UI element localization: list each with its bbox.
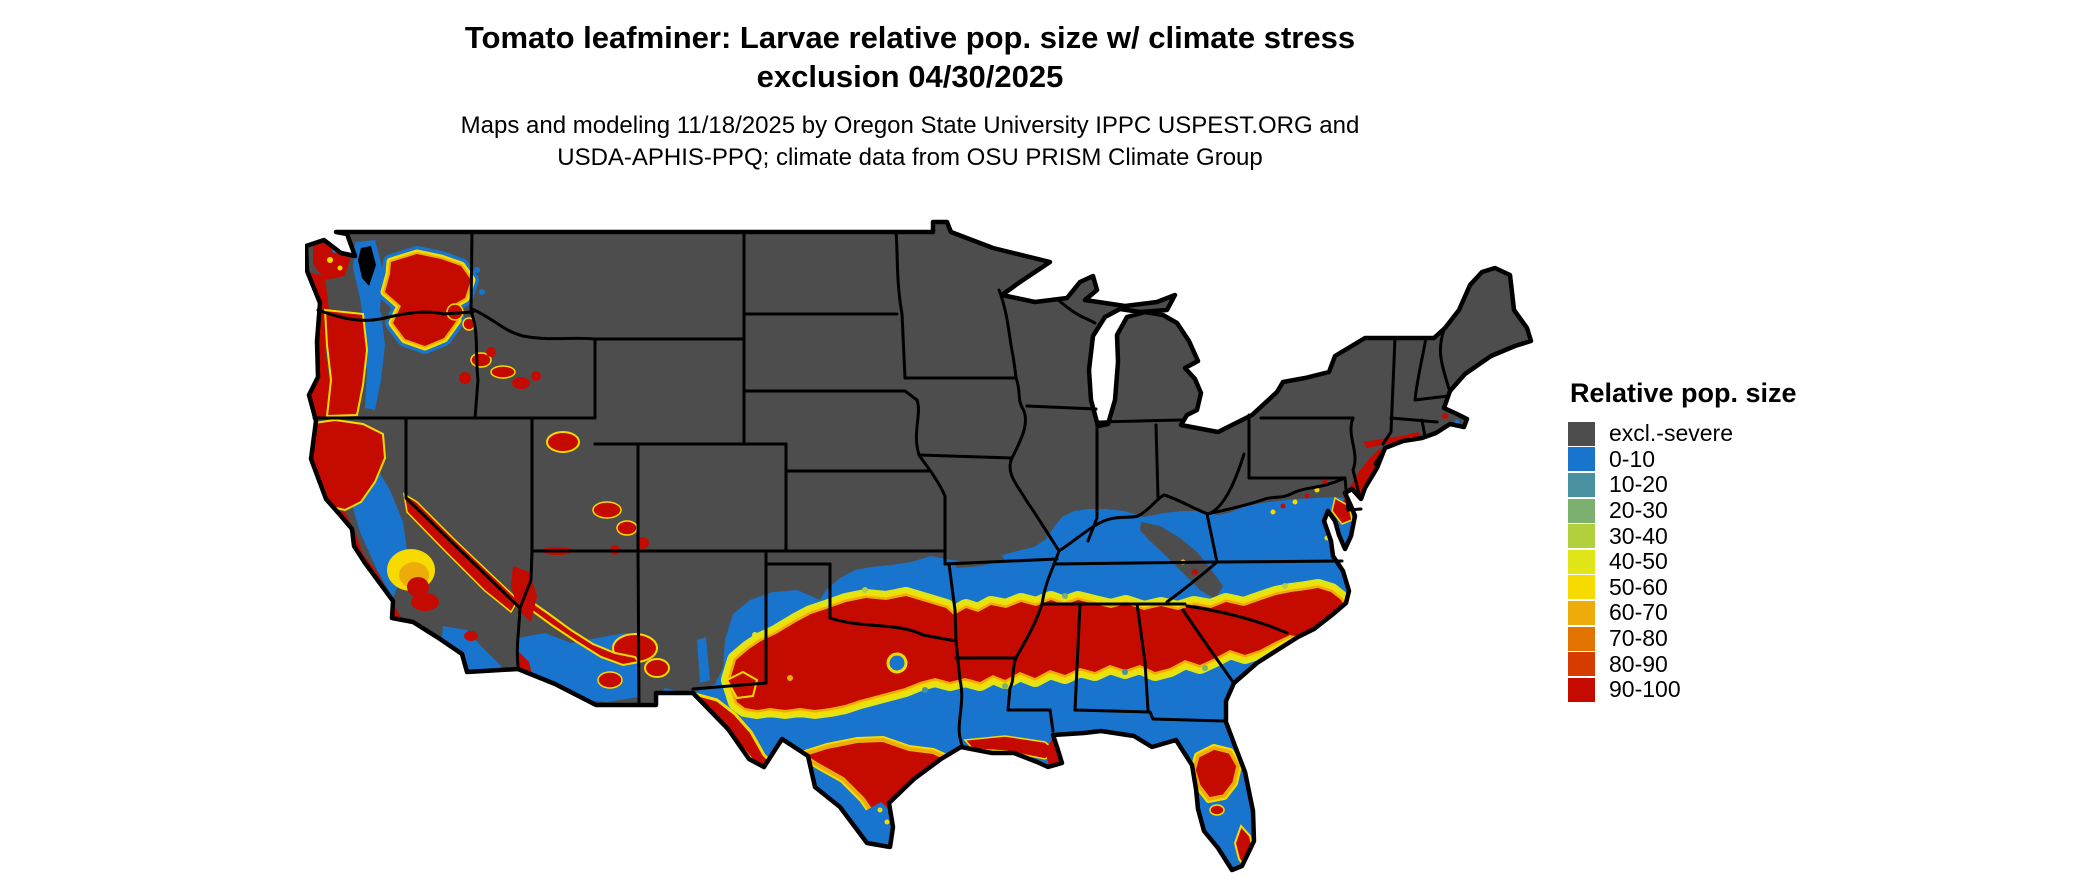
legend: Relative pop. size excl.-severe 0-10 10-20… <box>1568 378 1868 703</box>
legend-item: 30-40 <box>1568 523 1868 549</box>
legend-item: 50-60 <box>1568 573 1868 601</box>
map-container <box>305 210 1540 880</box>
legend-item-label: 80-90 <box>1609 650 1668 677</box>
legend-item-label: 50-60 <box>1609 573 1668 600</box>
legend-item-label: 0-10 <box>1609 445 1656 472</box>
legend-item-label: 60-70 <box>1609 599 1668 626</box>
florida-overlays <box>1190 744 1256 870</box>
state-borders <box>312 230 1451 747</box>
legend-swatch <box>1568 600 1595 625</box>
map-subtitle-line2: USDA-APHIS-PPQ; climate data from OSU PR… <box>557 144 1263 171</box>
legend-item: 90-100 <box>1568 676 1868 703</box>
map-subtitle: Maps and modeling 11/18/2025 by Oregon S… <box>280 110 1540 174</box>
title-block: Tomato leafminer: Larvae relative pop. s… <box>280 18 1540 174</box>
legend-item-label: 30-40 <box>1609 522 1668 549</box>
legend-swatch <box>1568 421 1595 446</box>
us-map <box>305 210 1540 880</box>
legend-swatch <box>1568 626 1595 651</box>
legend-item: excl.-severe <box>1568 420 1868 447</box>
legend-item: 20-30 <box>1568 497 1868 524</box>
legend-swatch <box>1568 677 1595 702</box>
map-title-line1: Tomato leafminer: Larvae relative pop. s… <box>464 20 1356 55</box>
legend-swatch <box>1568 472 1595 497</box>
legend-swatch <box>1568 498 1595 523</box>
legend-swatch <box>1568 549 1595 574</box>
legend-item-label: 20-30 <box>1609 497 1668 524</box>
legend-item: 60-70 <box>1568 599 1868 626</box>
legend-swatch <box>1568 575 1595 600</box>
legend-item: 70-80 <box>1568 625 1868 652</box>
legend-item: 0-10 <box>1568 445 1868 473</box>
legend-swatch <box>1568 447 1595 472</box>
map-title: Tomato leafminer: Larvae relative pop. s… <box>280 18 1540 96</box>
legend-items: excl.-severe 0-10 10-20 20-30 30-40 40-50 50-6… <box>1568 420 1868 703</box>
legend-item-label: 10-20 <box>1609 471 1668 498</box>
legend-item: 10-20 <box>1568 471 1868 498</box>
legend-swatch <box>1568 524 1595 549</box>
legend-item-label: 40-50 <box>1609 548 1668 575</box>
legend-item: 40-50 <box>1568 548 1868 575</box>
legend-item: 80-90 <box>1568 651 1868 677</box>
legend-swatch <box>1568 652 1595 677</box>
legend-title: Relative pop. size <box>1570 378 1797 408</box>
legend-item-label: excl.-severe <box>1609 420 1733 447</box>
legend-item-label: 90-100 <box>1609 676 1681 703</box>
map-subtitle-line1: Maps and modeling 11/18/2025 by Oregon S… <box>460 112 1360 139</box>
legend-item-label: 70-80 <box>1609 625 1668 652</box>
map-title-line2: exclusion 04/30/2025 <box>756 59 1064 94</box>
